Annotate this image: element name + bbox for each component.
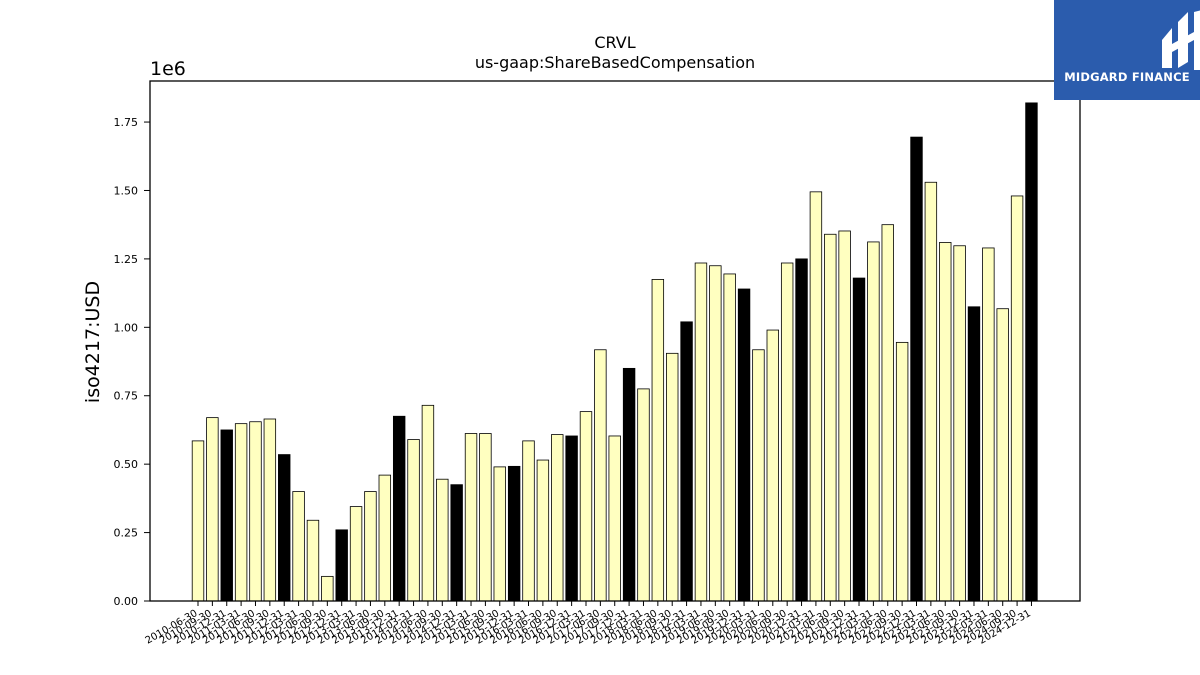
bar xyxy=(292,491,305,602)
bar xyxy=(881,224,894,602)
bar xyxy=(953,245,966,602)
bar xyxy=(967,306,981,602)
bar xyxy=(536,459,550,602)
bar xyxy=(709,265,722,602)
y-axis: 0.00 0.25 0.50 0.75 1.00 1.25 1.50 1.75 xyxy=(114,116,150,608)
bar xyxy=(982,247,995,602)
y-tick-label: 1.00 xyxy=(114,321,139,334)
bar xyxy=(234,423,248,602)
brand-logo: MIDGARD FINANCE xyxy=(1054,0,1200,100)
bar xyxy=(522,440,535,602)
bar xyxy=(867,241,880,602)
bar xyxy=(809,191,823,602)
bar xyxy=(278,454,291,602)
bar xyxy=(392,415,406,602)
bar xyxy=(220,429,233,602)
bar xyxy=(349,506,363,602)
bar xyxy=(507,465,521,602)
y-tick-label: 0.50 xyxy=(114,458,139,471)
bar xyxy=(651,279,665,602)
y-tick-label: 0.25 xyxy=(114,527,139,540)
bar xyxy=(780,262,794,602)
bar xyxy=(450,484,463,602)
bar xyxy=(766,329,780,602)
chart-subtitle: us-gaap:ShareBasedCompensation xyxy=(475,53,755,72)
bar xyxy=(493,466,506,602)
bar xyxy=(1010,195,1024,602)
bar xyxy=(608,435,621,602)
brand-logo-icon xyxy=(1162,10,1200,70)
bar xyxy=(737,288,751,602)
bar xyxy=(838,230,851,602)
bar xyxy=(996,308,1009,602)
bar xyxy=(895,341,909,602)
bar xyxy=(551,434,564,602)
bar xyxy=(364,491,377,602)
bar xyxy=(565,435,578,602)
bar xyxy=(694,262,708,602)
y-tick-label: 1.75 xyxy=(114,116,139,129)
y-tick-label: 0.75 xyxy=(114,390,139,403)
chart-title: CRVL xyxy=(594,33,635,52)
bar xyxy=(407,439,420,602)
bar xyxy=(263,418,277,602)
bar xyxy=(594,349,607,602)
bar xyxy=(910,136,923,602)
bar xyxy=(1025,102,1038,602)
bar xyxy=(852,277,866,602)
bar xyxy=(421,404,435,602)
bar xyxy=(436,478,449,602)
bar xyxy=(795,258,808,602)
brand-name: MIDGARD FINANCE xyxy=(1064,70,1190,84)
y-axis-label: iso4217:USD xyxy=(82,281,104,403)
bar xyxy=(637,388,650,602)
bar xyxy=(378,474,392,602)
bar xyxy=(723,273,736,602)
bar xyxy=(622,367,636,602)
bar xyxy=(680,321,693,602)
y-tick-label: 0.00 xyxy=(114,595,139,608)
x-axis: 2010-06-302010-09-302010-12-312011-03-31… xyxy=(144,601,1033,647)
y-tick-label: 1.50 xyxy=(114,184,139,197)
bar xyxy=(206,417,219,602)
y-multiplier-label: 1e6 xyxy=(150,58,186,80)
bar xyxy=(752,349,765,602)
y-tick-label: 1.25 xyxy=(114,253,139,266)
bar xyxy=(939,242,952,602)
plot-frame xyxy=(149,80,1081,602)
bar xyxy=(579,411,593,602)
bar xyxy=(479,433,492,602)
bar xyxy=(306,519,320,602)
bar xyxy=(191,440,205,602)
bar-series xyxy=(191,102,1038,602)
bar xyxy=(249,421,262,602)
bar xyxy=(824,233,837,602)
bar xyxy=(335,529,348,602)
bar xyxy=(666,352,679,602)
bar xyxy=(924,181,938,602)
bar xyxy=(321,575,334,602)
bar xyxy=(464,433,478,602)
